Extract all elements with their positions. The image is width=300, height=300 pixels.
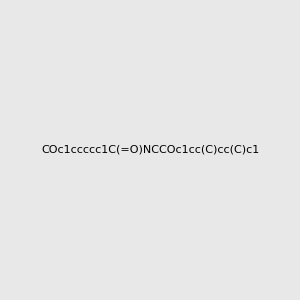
Text: COc1ccccc1C(=O)NCCOc1cc(C)cc(C)c1: COc1ccccc1C(=O)NCCOc1cc(C)cc(C)c1 (41, 145, 259, 155)
